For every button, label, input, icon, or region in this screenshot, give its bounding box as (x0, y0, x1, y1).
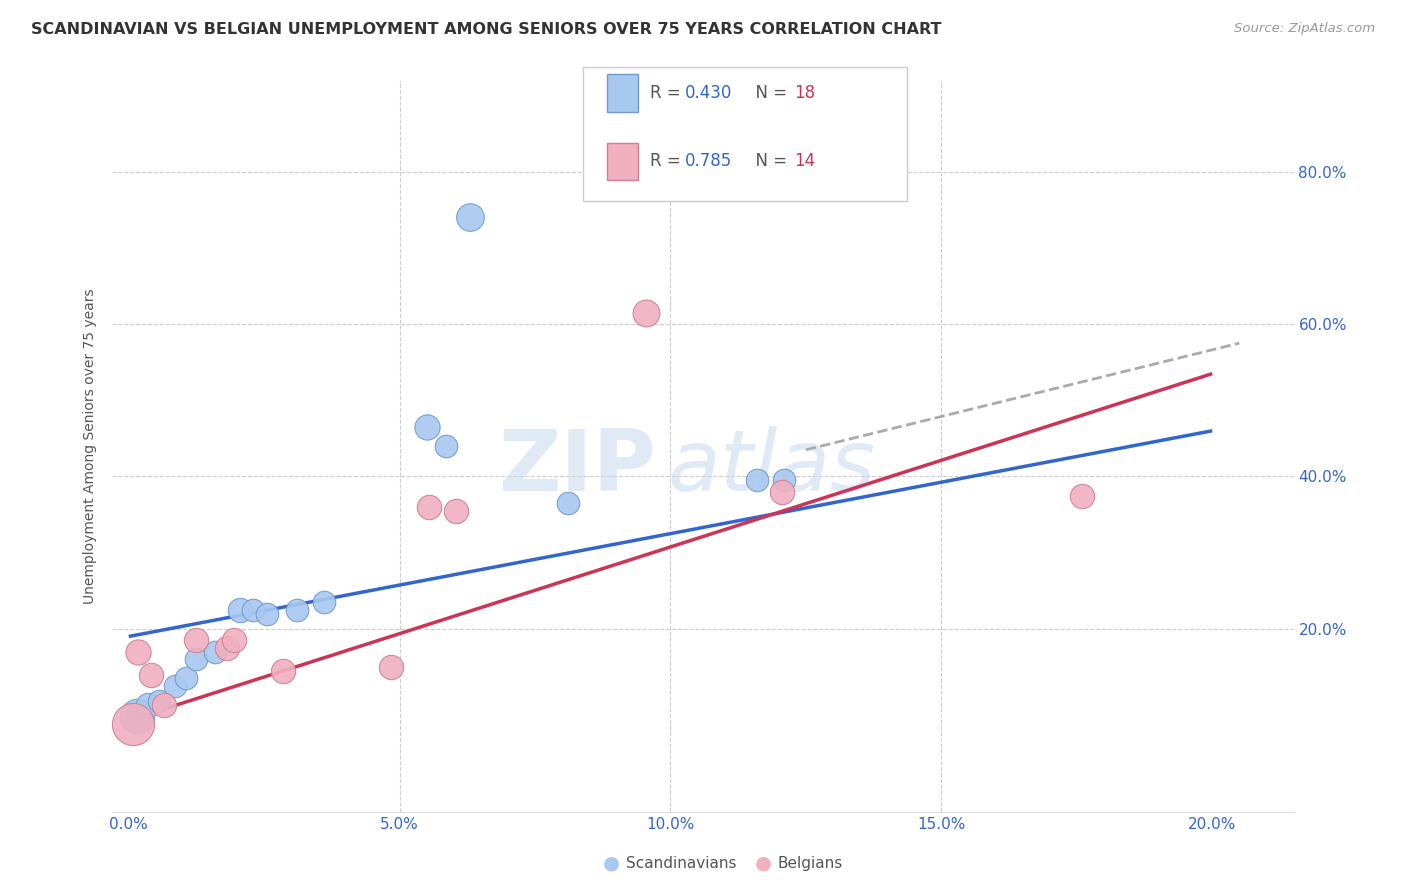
Text: R =: R = (650, 84, 686, 102)
Text: 18: 18 (794, 84, 815, 102)
Point (127, 645, 149, 659)
Point (122, 717, 145, 731)
Text: Scandinavians: Scandinavians (626, 856, 737, 871)
Point (415, 420, 437, 434)
Point (148, 694, 170, 708)
Y-axis label: Unemployment Among Seniors over 75 years: Unemployment Among Seniors over 75 years (83, 288, 97, 604)
Point (747, 473, 769, 487)
Text: R =: R = (650, 153, 686, 170)
Text: ZIP: ZIP (498, 426, 655, 509)
Point (312, 595, 335, 609)
Point (125, 709, 148, 723)
Point (256, 607, 278, 621)
Text: ●: ● (755, 854, 772, 873)
Text: N =: N = (745, 84, 793, 102)
Point (557, 496, 579, 510)
Text: Belgians: Belgians (778, 856, 842, 871)
Point (434, 439, 457, 453)
Text: ●: ● (603, 854, 620, 873)
Point (136, 698, 159, 712)
Point (242, 603, 264, 617)
Point (380, 660, 402, 674)
Point (446, 504, 468, 518)
Text: SCANDINAVIAN VS BELGIAN UNEMPLOYMENT AMONG SENIORS OVER 75 YEARS CORRELATION CHA: SCANDINAVIAN VS BELGIAN UNEMPLOYMENT AMO… (31, 22, 942, 37)
Point (1071, 489, 1094, 503)
Point (204, 645, 226, 659)
Point (418, 500, 440, 514)
Text: N =: N = (745, 153, 793, 170)
Point (458, 211, 481, 225)
Point (285, 603, 308, 617)
Point (770, 484, 793, 499)
Point (229, 603, 252, 617)
Point (186, 652, 208, 666)
Text: Source: ZipAtlas.com: Source: ZipAtlas.com (1234, 22, 1375, 36)
Point (271, 664, 294, 678)
Point (224, 633, 246, 648)
Point (186, 633, 208, 648)
Point (153, 698, 176, 712)
Text: 0.785: 0.785 (685, 153, 733, 170)
Point (163, 679, 186, 693)
Text: atlas: atlas (668, 426, 876, 509)
Point (217, 640, 239, 655)
Text: 0.430: 0.430 (685, 84, 733, 102)
Point (174, 672, 197, 686)
Point (141, 667, 163, 681)
Point (773, 473, 796, 487)
Text: 14: 14 (794, 153, 815, 170)
Point (636, 306, 658, 320)
